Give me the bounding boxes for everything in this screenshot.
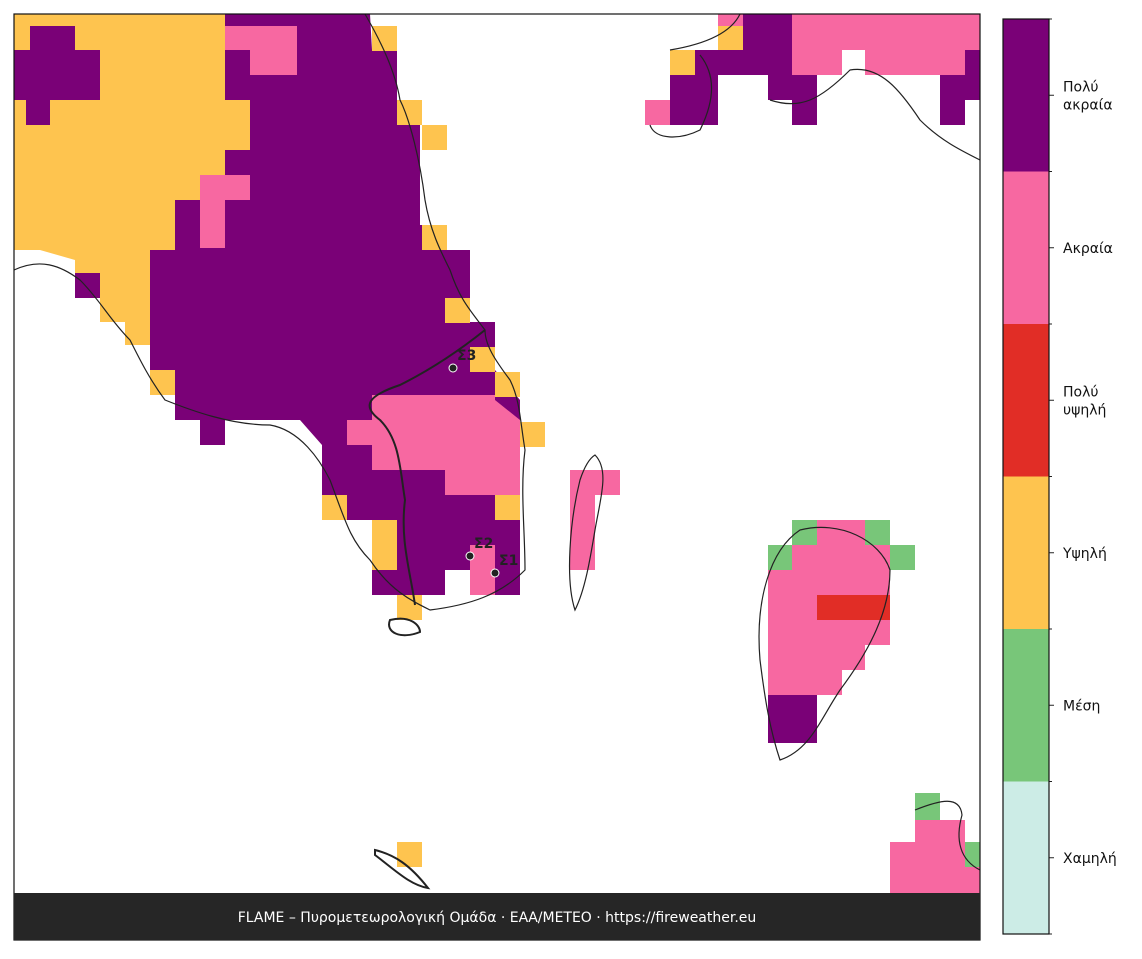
colorbar-segment: [1003, 324, 1049, 477]
coastline: [649, 13, 981, 161]
station-marker: [465, 551, 475, 561]
region-very-extreme: [14, 26, 100, 125]
colorbar-segment: [1003, 781, 1049, 934]
colorbar-label-line: ακραία: [1063, 97, 1113, 113]
coastline: [568, 454, 604, 612]
station-label: Σ2: [474, 536, 493, 552]
cell: [495, 495, 520, 520]
colorbar-label-line: Χαμηλή: [1063, 851, 1117, 867]
cell: [200, 175, 250, 200]
colorbar-segment: [1003, 19, 1049, 172]
colorbar-segment: [1003, 171, 1049, 324]
colorbar-label: Μέση: [1063, 698, 1100, 714]
region-extreme: [225, 26, 297, 75]
region-high: [14, 14, 250, 395]
colorbar-label-line: Υψηλή: [1062, 546, 1107, 562]
colorbar-label: Πολύ υψηλή: [1063, 384, 1106, 418]
colorbar: Πολύ ακραία Ακραία Πολύ υψηλή Υψηλή Μέση Χαμηλή: [1002, 18, 1117, 935]
footer-text: FLAME – Πυρομετεωρολογική Ομάδα · ΕΑΑ/ME…: [238, 910, 757, 926]
map: Σ3 Σ2 Σ1 FLAME – Πυρομετεωρολογική Ομάδα…: [13, 13, 981, 941]
cell: [817, 520, 865, 545]
region-extreme: [570, 470, 620, 570]
cell: [422, 225, 447, 250]
region-extreme: [890, 820, 980, 893]
colorbar-label-line: υψηλή: [1063, 402, 1106, 418]
cell: [397, 842, 422, 867]
station-label: Σ1: [499, 553, 518, 569]
region-extreme: [347, 395, 520, 495]
cell: [372, 520, 397, 570]
coastline: [914, 800, 981, 871]
colorbar-label: Πολύ ακραία: [1063, 79, 1113, 113]
coastline: [13, 13, 526, 611]
cell: [75, 273, 100, 298]
colorbar-label: Υψηλή: [1062, 546, 1107, 562]
colorbar-segment: [1003, 476, 1049, 629]
colorbar-frame: [1002, 18, 1050, 935]
cell: [718, 26, 743, 50]
cell: [645, 100, 670, 125]
coastline: [758, 526, 891, 761]
colorbar-label-line: Πολύ: [1063, 384, 1098, 400]
region-moderate: [768, 520, 817, 570]
cell: [965, 842, 980, 867]
border: [368, 329, 486, 606]
station-marker: [448, 363, 458, 373]
colorbar-segment: [1003, 629, 1049, 782]
colorbar-label-line: Πολύ: [1063, 79, 1098, 95]
cell: [470, 545, 495, 595]
region-very-extreme: [670, 14, 817, 125]
colorbar-label: Χαμηλή: [1063, 851, 1117, 867]
cell: [915, 793, 940, 820]
region-very-high: [817, 595, 890, 620]
cell: [445, 298, 470, 323]
region-very-extreme: [768, 695, 817, 743]
colorbar-label-line: Ακραία: [1063, 241, 1113, 257]
cell: [865, 520, 890, 545]
region-very-extreme: [940, 50, 980, 125]
cell: [890, 545, 915, 570]
cell: [422, 125, 447, 150]
station-label: Σ3: [457, 348, 476, 364]
cell: [397, 100, 422, 125]
station-marker: [490, 568, 500, 578]
coastline: [374, 617, 431, 890]
footer-bar: [14, 893, 980, 940]
cell: [670, 50, 695, 75]
cell: [372, 26, 397, 51]
colorbar-label: Ακραία: [1063, 241, 1113, 257]
colorbar-label-line: Μέση: [1063, 698, 1100, 714]
cell: [200, 200, 225, 248]
